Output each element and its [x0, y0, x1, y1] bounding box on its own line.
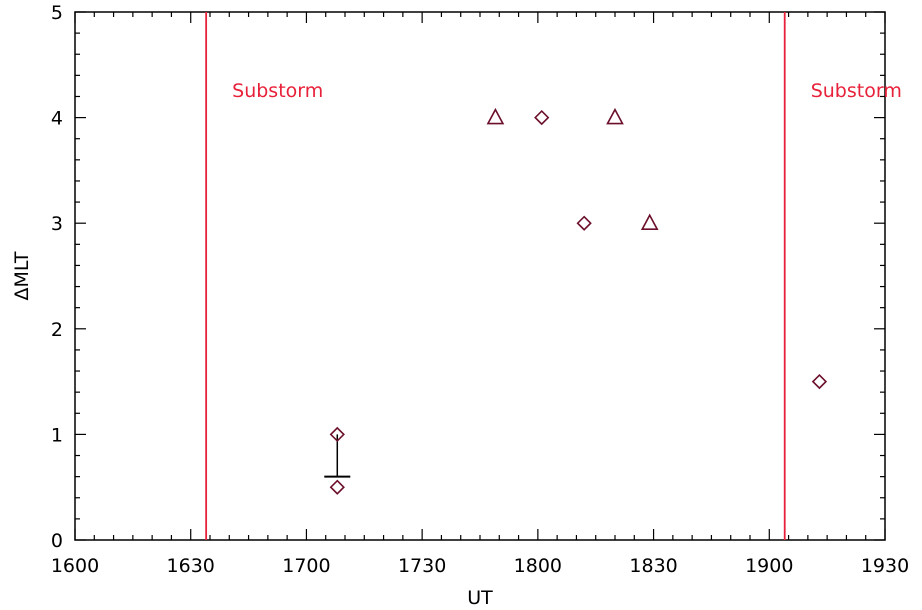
substorm-lines — [205, 12, 786, 540]
y-tick-label: 3 — [51, 213, 63, 235]
y-tick-label: 2 — [51, 319, 63, 341]
x-tick-label: 1730 — [398, 555, 446, 577]
diamond-point — [329, 426, 345, 443]
y-tick-label: 5 — [51, 2, 63, 24]
diamond-point — [534, 109, 550, 126]
x-tick-label: 1930 — [861, 555, 909, 577]
diamond-point — [811, 373, 828, 390]
x-axis-title: UT — [467, 587, 493, 609]
x-tick-label: 1630 — [167, 555, 215, 577]
triangle-point — [486, 107, 505, 125]
y-tick-label: 4 — [51, 108, 63, 130]
plot-frame — [74, 11, 886, 541]
substorm-label: Substorm — [232, 80, 323, 102]
substorm-label: Substorm — [811, 80, 902, 102]
x-tick-label: 1830 — [629, 555, 677, 577]
x-tick-label: 1800 — [514, 555, 562, 577]
plot-border — [74, 11, 886, 541]
y-axis-title: ΔMLT — [11, 251, 33, 300]
triangle-point — [640, 213, 659, 230]
tick-labels: 1600 1630 1700 1730 1800 1830 1900 1930 0 1 2 3 4 5 — [51, 2, 909, 577]
diamond-point — [576, 215, 592, 231]
x-tick-label: 1600 — [51, 555, 99, 577]
x-tick-label: 1900 — [745, 555, 793, 577]
annotation-labels: Substorm Substorm — [232, 80, 902, 102]
y-tick-label: 0 — [51, 530, 63, 552]
triangle-point — [606, 107, 624, 125]
x-tick-label: 1700 — [282, 555, 330, 577]
y-tick-label: 1 — [51, 424, 63, 446]
diamond-point — [329, 479, 345, 495]
data-points — [329, 107, 828, 495]
axis-ticks — [74, 11, 886, 541]
